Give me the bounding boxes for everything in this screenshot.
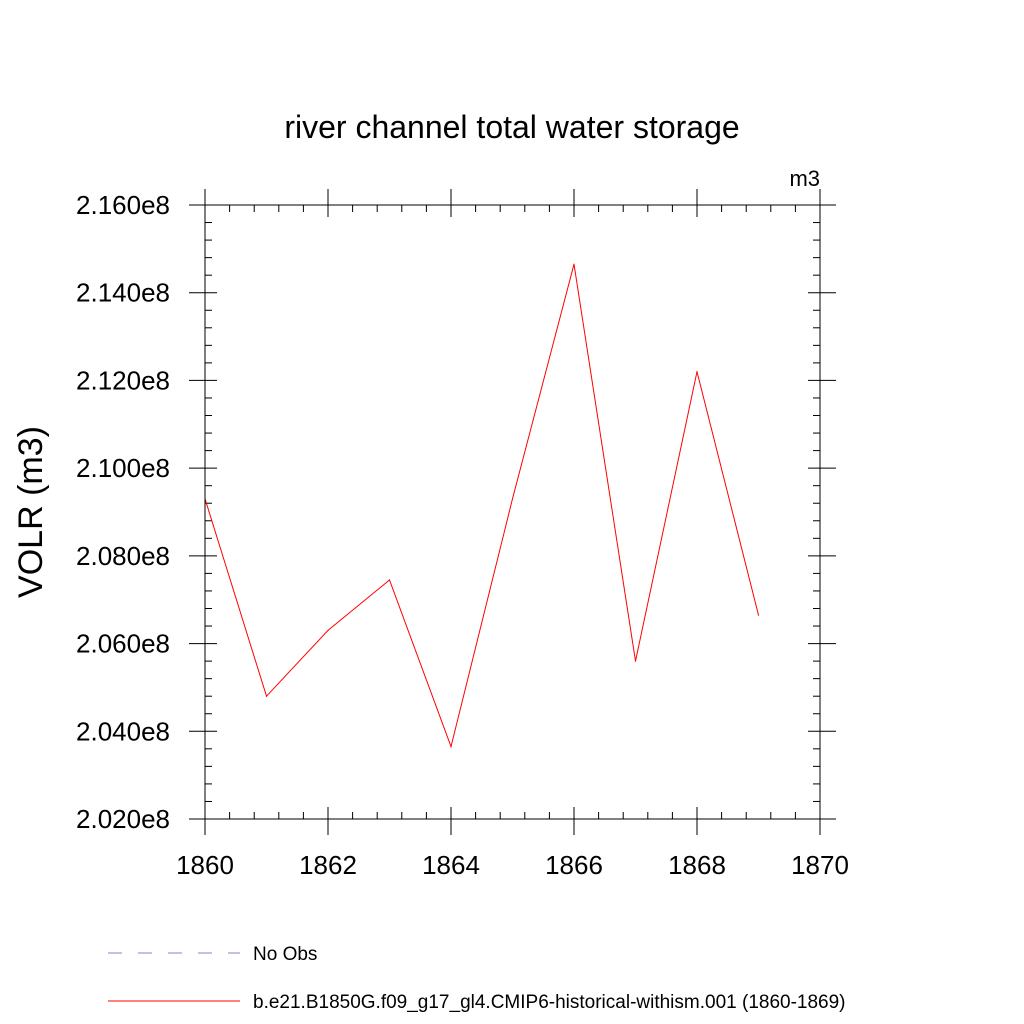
plot-frame (204, 204, 821, 820)
y-tick-label: 2.160e8 (76, 190, 170, 220)
y-tick-label: 2.140e8 (76, 278, 170, 308)
data-point (696, 371, 698, 373)
data-point (327, 629, 329, 632)
series-group (204, 263, 760, 749)
x-tick-group: 1860 1862 1864 1866 1868 1870 (176, 189, 849, 880)
data-point (757, 614, 760, 616)
y-tick-label: 2.040e8 (76, 716, 170, 746)
chart-title: river channel total water storage (284, 109, 739, 145)
units-label: m3 (789, 166, 820, 191)
legend-label: b.e21.B1850G.f09_g17_gl4.CMIP6-historica… (253, 992, 846, 1013)
data-point (573, 263, 575, 265)
x-tick-label: 1868 (668, 850, 726, 880)
y-tick-label: 2.120e8 (76, 365, 170, 395)
x-tick-label: 1864 (422, 850, 480, 880)
y-tick-label: 2.100e8 (76, 453, 170, 483)
data-point (450, 746, 452, 748)
data-point (265, 695, 268, 697)
x-tick-label: 1860 (176, 850, 234, 880)
legend: No Obs b.e21.B1850G.f09_g17_gl4.CMIP6-his… (108, 944, 846, 1013)
y-tick-label: 2.060e8 (76, 629, 170, 659)
y-tick-label: 2.080e8 (76, 541, 170, 571)
series-line (204, 264, 759, 749)
y-tick-group: 2.020e8 2.040e8 2.060e8 2.080e8 2.100e8 2.120… (76, 190, 836, 834)
x-tick-label: 1862 (299, 850, 357, 880)
data-point (388, 579, 391, 581)
y-axis-label: VOLR (m3) (12, 426, 50, 598)
y-tick-label: 2.020e8 (76, 804, 170, 834)
data-point (511, 498, 514, 500)
data-point (634, 660, 637, 662)
x-tick-label: 1866 (545, 850, 603, 880)
x-tick-label: 1870 (791, 850, 849, 880)
legend-label: No Obs (253, 944, 317, 965)
